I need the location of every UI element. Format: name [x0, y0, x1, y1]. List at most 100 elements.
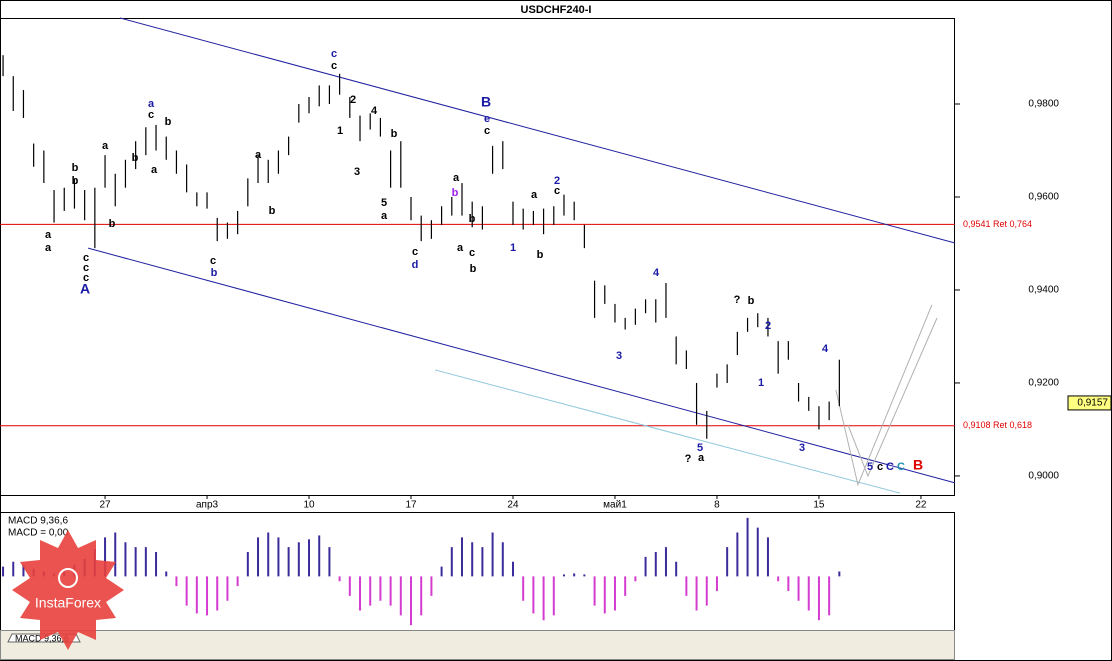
wave-label: ?	[685, 453, 692, 465]
trend-line	[87, 247, 956, 484]
macd-bar	[379, 576, 382, 601]
wave-label: e	[484, 113, 490, 125]
macd-bar	[644, 556, 647, 577]
price-panel	[0, 18, 955, 496]
retracement-label: 0,9108 Ret 0,618	[963, 420, 1032, 430]
wave-label: 3	[616, 350, 622, 362]
macd-bar	[736, 532, 739, 577]
wave-label: a	[381, 210, 388, 222]
macd-bar	[746, 517, 749, 577]
wave-label: B	[913, 457, 923, 473]
logo: InstaForex	[12, 530, 124, 650]
macd-bar	[481, 547, 484, 577]
wave-label: a	[457, 242, 464, 254]
macd-bar	[675, 561, 678, 577]
macd-bar	[715, 576, 718, 591]
logo-icon	[58, 568, 78, 588]
wave-label: c	[877, 461, 883, 473]
macd-bar	[267, 532, 270, 577]
macd-bar	[573, 573, 576, 577]
x-tick-label: 24	[507, 500, 519, 511]
macd-bar	[328, 547, 331, 577]
macd-title: MACD 9,36,6	[8, 516, 68, 527]
macd-bar	[624, 576, 627, 596]
wave-label: c	[83, 272, 89, 284]
macd-bar	[562, 574, 565, 577]
wave-label: b	[165, 116, 172, 128]
macd-bar	[471, 542, 474, 577]
wave-label: C	[897, 461, 905, 473]
macd-bar	[297, 542, 300, 577]
x-tick-label: 10	[303, 500, 315, 511]
wave-label: b	[452, 187, 459, 199]
wave-label: a	[45, 229, 52, 241]
wave-label: a	[151, 164, 158, 176]
macd-bar	[318, 535, 321, 577]
wave-label: c	[331, 48, 337, 60]
wave-label: b	[109, 218, 116, 230]
macd-bar	[664, 547, 667, 577]
wave-label: b	[72, 175, 79, 187]
wave-label: 5	[867, 461, 873, 473]
y-tick-label: 0,9800	[1028, 99, 1059, 110]
tab-strip	[0, 630, 955, 660]
wave-label: 2	[765, 320, 771, 332]
macd-bar	[777, 576, 780, 582]
macd-bar	[134, 547, 137, 577]
wave-label: b	[269, 205, 276, 217]
last-price-box	[1067, 395, 1112, 411]
macd-bar	[104, 537, 107, 577]
macd-bar	[491, 532, 494, 577]
x-tick-label: апр3	[196, 500, 219, 511]
macd-bar	[257, 537, 260, 577]
macd-bar	[338, 576, 341, 582]
macd-bar	[22, 564, 25, 577]
wave-label: d	[412, 259, 419, 271]
wave-label: a	[255, 149, 262, 161]
last-price-label: 0,9157	[1077, 398, 1108, 409]
macd-bar	[787, 576, 790, 591]
macd-bar	[766, 537, 769, 577]
wave-label: a	[148, 98, 155, 110]
macd-bar	[705, 576, 708, 606]
macd-bar	[828, 576, 831, 616]
macd-bar	[726, 547, 729, 577]
macd-bar	[797, 576, 800, 601]
macd-bar	[399, 576, 402, 616]
macd-bar	[165, 571, 168, 577]
wave-label: b	[748, 295, 755, 307]
macd-bar	[185, 576, 188, 606]
wave-label: c	[83, 252, 89, 264]
macd-bar	[583, 574, 586, 577]
wave-label: 2	[350, 94, 356, 106]
macd-bar	[460, 537, 463, 577]
wave-label: C	[886, 461, 894, 473]
wave-label: 3	[799, 442, 805, 454]
macd-bar	[369, 576, 372, 606]
wave-label: b	[470, 263, 477, 275]
wave-label: 4	[653, 267, 660, 279]
wave-label: c	[331, 60, 337, 72]
wave-label: 5	[697, 442, 703, 454]
y-tick-label: 0,9200	[1028, 378, 1059, 389]
macd-bar	[603, 576, 606, 614]
macd-bar	[155, 552, 158, 577]
macd-bar	[124, 542, 127, 577]
macd-bar	[236, 576, 239, 587]
macd-bar	[634, 576, 637, 582]
wave-label: 4	[371, 105, 378, 117]
macd-bar	[420, 576, 423, 616]
logo-text: InstaForex	[35, 595, 101, 611]
wave-label: 2	[554, 175, 560, 187]
wave-label: b	[211, 267, 218, 279]
macd-bar	[2, 566, 5, 577]
wave-label: a	[453, 172, 460, 184]
macd-subtitle: MACD = 0,00	[8, 528, 69, 539]
wave-label: a	[102, 140, 109, 152]
macd-bar	[593, 576, 596, 606]
macd-bar	[511, 561, 514, 577]
macd-bar	[501, 542, 504, 577]
macd-bar	[756, 527, 759, 577]
y-tick-label: 0,9400	[1028, 285, 1059, 296]
